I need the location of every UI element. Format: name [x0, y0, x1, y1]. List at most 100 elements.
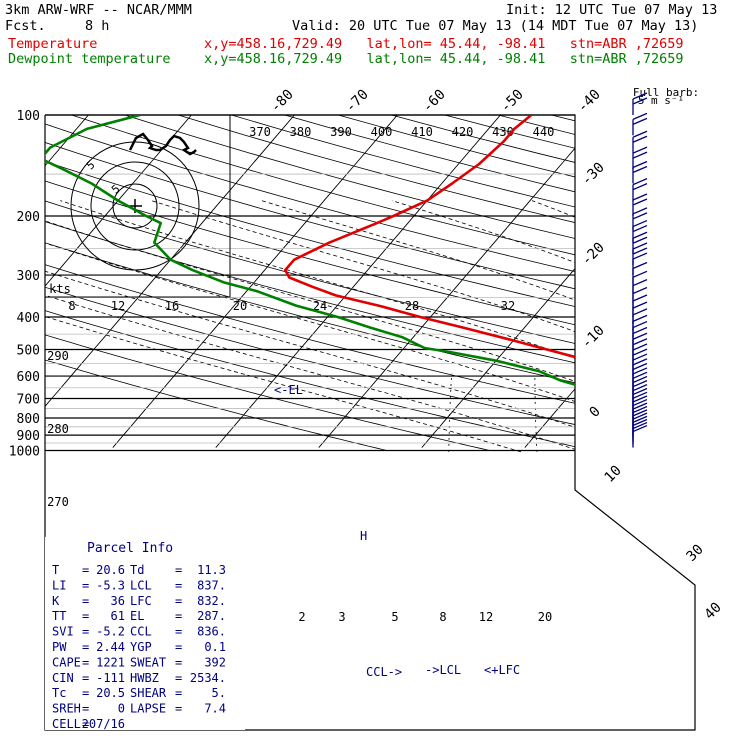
moist-adiabat-label: 20 — [233, 299, 247, 313]
dry-adiabat-line — [45, 115, 695, 451]
wind-barb-flag — [632, 252, 648, 260]
wind-barb-flag — [632, 418, 648, 427]
parcel-param-name: YGP — [130, 640, 152, 654]
parcel-param-value: 61 — [111, 609, 125, 623]
mixing-ratio-label: 2 — [298, 610, 305, 624]
wind-barb-flag — [632, 261, 648, 270]
parcel-param-value: 20.6 — [96, 563, 125, 577]
wind-barb-flag — [632, 231, 648, 239]
parcel-param-name: TT — [52, 609, 66, 623]
parcel-param-value: 837. — [197, 578, 226, 592]
wind-barb-flag — [632, 117, 648, 125]
parcel-param-value: 36 — [111, 594, 125, 608]
pressure-tick-label: 1000 — [9, 445, 40, 460]
forecast-hour: 8 h — [85, 18, 110, 34]
dry-adiabat-label: 380 — [290, 125, 312, 139]
legend-temperature-info: x,y=458.16,729.49 lat,lon= 45.44, -98.41… — [204, 36, 684, 52]
parcel-param-value: 836. — [197, 625, 226, 639]
parcel-param-equals: = — [82, 609, 89, 623]
mixing-ratio-label: 8 — [439, 610, 446, 624]
isotherm-label: -50 — [498, 87, 527, 116]
wind-barb-flag — [632, 402, 648, 410]
isotherm-label: -30 — [579, 160, 608, 189]
legend-temperature-name: Temperature — [8, 36, 98, 52]
wind-barb — [632, 146, 648, 170]
wind-barb-flag — [632, 146, 648, 154]
parcel-info-title: Parcel Info — [87, 541, 173, 556]
moist-adiabat-label: 24 — [313, 299, 327, 313]
marker-h: H — [360, 529, 367, 543]
wind-barb-flag — [632, 395, 648, 403]
pressure-tick-label: 400 — [17, 311, 40, 326]
wind-barb — [632, 424, 648, 448]
dry-adiabat-line — [45, 115, 695, 451]
dry-adiabat-line — [231, 115, 695, 451]
wind-barb — [632, 178, 648, 201]
parcel-param-value: 20.5 — [96, 686, 125, 700]
wind-barb-flag — [632, 367, 648, 375]
parcel-param-equals: = — [175, 594, 182, 608]
parcel-param-equals: = — [82, 702, 89, 716]
mixing-ratio-label: 20 — [538, 610, 552, 624]
isotherm-label: 30 — [684, 542, 707, 565]
pressure-tick-label: 700 — [17, 393, 40, 408]
parcel-param-name: Tc — [52, 686, 66, 700]
isotherm-label: 10 — [602, 463, 625, 486]
moist-adiabat-label: 32 — [501, 299, 515, 313]
dry-adiabat-line — [45, 115, 695, 451]
mixing-ratio-label: 12 — [479, 610, 493, 624]
wind-barb-flag — [632, 112, 648, 120]
parcel-param-equals: = — [82, 655, 89, 669]
wind-barb-flag — [632, 219, 648, 228]
wind-barb-flag — [632, 358, 648, 366]
parcel-param-equals: = — [82, 578, 89, 592]
wind-barb-flag — [632, 375, 648, 384]
dry-adiabat-label: 370 — [249, 125, 271, 139]
dry-adiabat-line — [657, 115, 695, 451]
dry-adiabat-line — [498, 115, 695, 451]
mixing-ratio-line — [720, 374, 734, 452]
wind-barb-flag — [632, 387, 648, 396]
parcel-param-name: LI — [52, 578, 66, 592]
parcel-param-value: 0.1 — [204, 640, 226, 654]
full-barb-units: 5 m s⁻¹ — [638, 94, 684, 107]
mixing-ratio-label: 3 — [338, 610, 345, 624]
pressure-tick-label: 200 — [17, 210, 40, 225]
moist-adiabat-line — [60, 200, 695, 453]
wind-barb-flag — [632, 332, 648, 340]
wind-barb-flag — [632, 391, 648, 399]
wind-barb-flag — [632, 242, 648, 250]
wind-barb-flag — [632, 97, 648, 105]
parcel-param-value: -111 — [96, 671, 125, 685]
dry-adiabat-line — [45, 115, 695, 451]
dry-adiabat-label: 270 — [47, 495, 69, 509]
dry-adiabat-line — [45, 115, 490, 451]
parcel-param-equals: = — [82, 594, 89, 608]
isotherm-label: -80 — [268, 87, 297, 116]
legend-dewpoint-name: Dewpoint temperature — [8, 51, 171, 67]
wind-barb-flag — [632, 130, 648, 138]
hodograph-ring — [112, 183, 158, 229]
parcel-param-name: SVI — [52, 625, 74, 639]
dry-adiabat-label: 440 — [533, 125, 555, 139]
parcel-param-name: SWEAT — [130, 655, 166, 669]
parcel-param-value: 2.44 — [96, 640, 125, 654]
parcel-param-value: 207/16 — [82, 717, 125, 731]
dry-adiabat-label: 420 — [452, 125, 474, 139]
wind-barb-flag — [632, 308, 648, 316]
moist-adiabat-label: 28 — [405, 299, 419, 313]
moist-adiabat-line — [261, 200, 695, 453]
el-marker: <-EL — [274, 383, 303, 397]
wind-barb — [632, 130, 648, 154]
parcel-param-equals: = — [175, 578, 182, 592]
wind-barb-flag — [632, 224, 648, 233]
mixing-ratio-label: 5 — [391, 610, 398, 624]
dry-adiabat-line — [45, 115, 695, 451]
wind-barb-flag — [632, 193, 648, 201]
isotherm-label: -60 — [420, 87, 449, 116]
wind-barb-flag — [632, 314, 648, 322]
wind-barb-flag — [632, 348, 648, 356]
wind-barb — [632, 112, 648, 136]
